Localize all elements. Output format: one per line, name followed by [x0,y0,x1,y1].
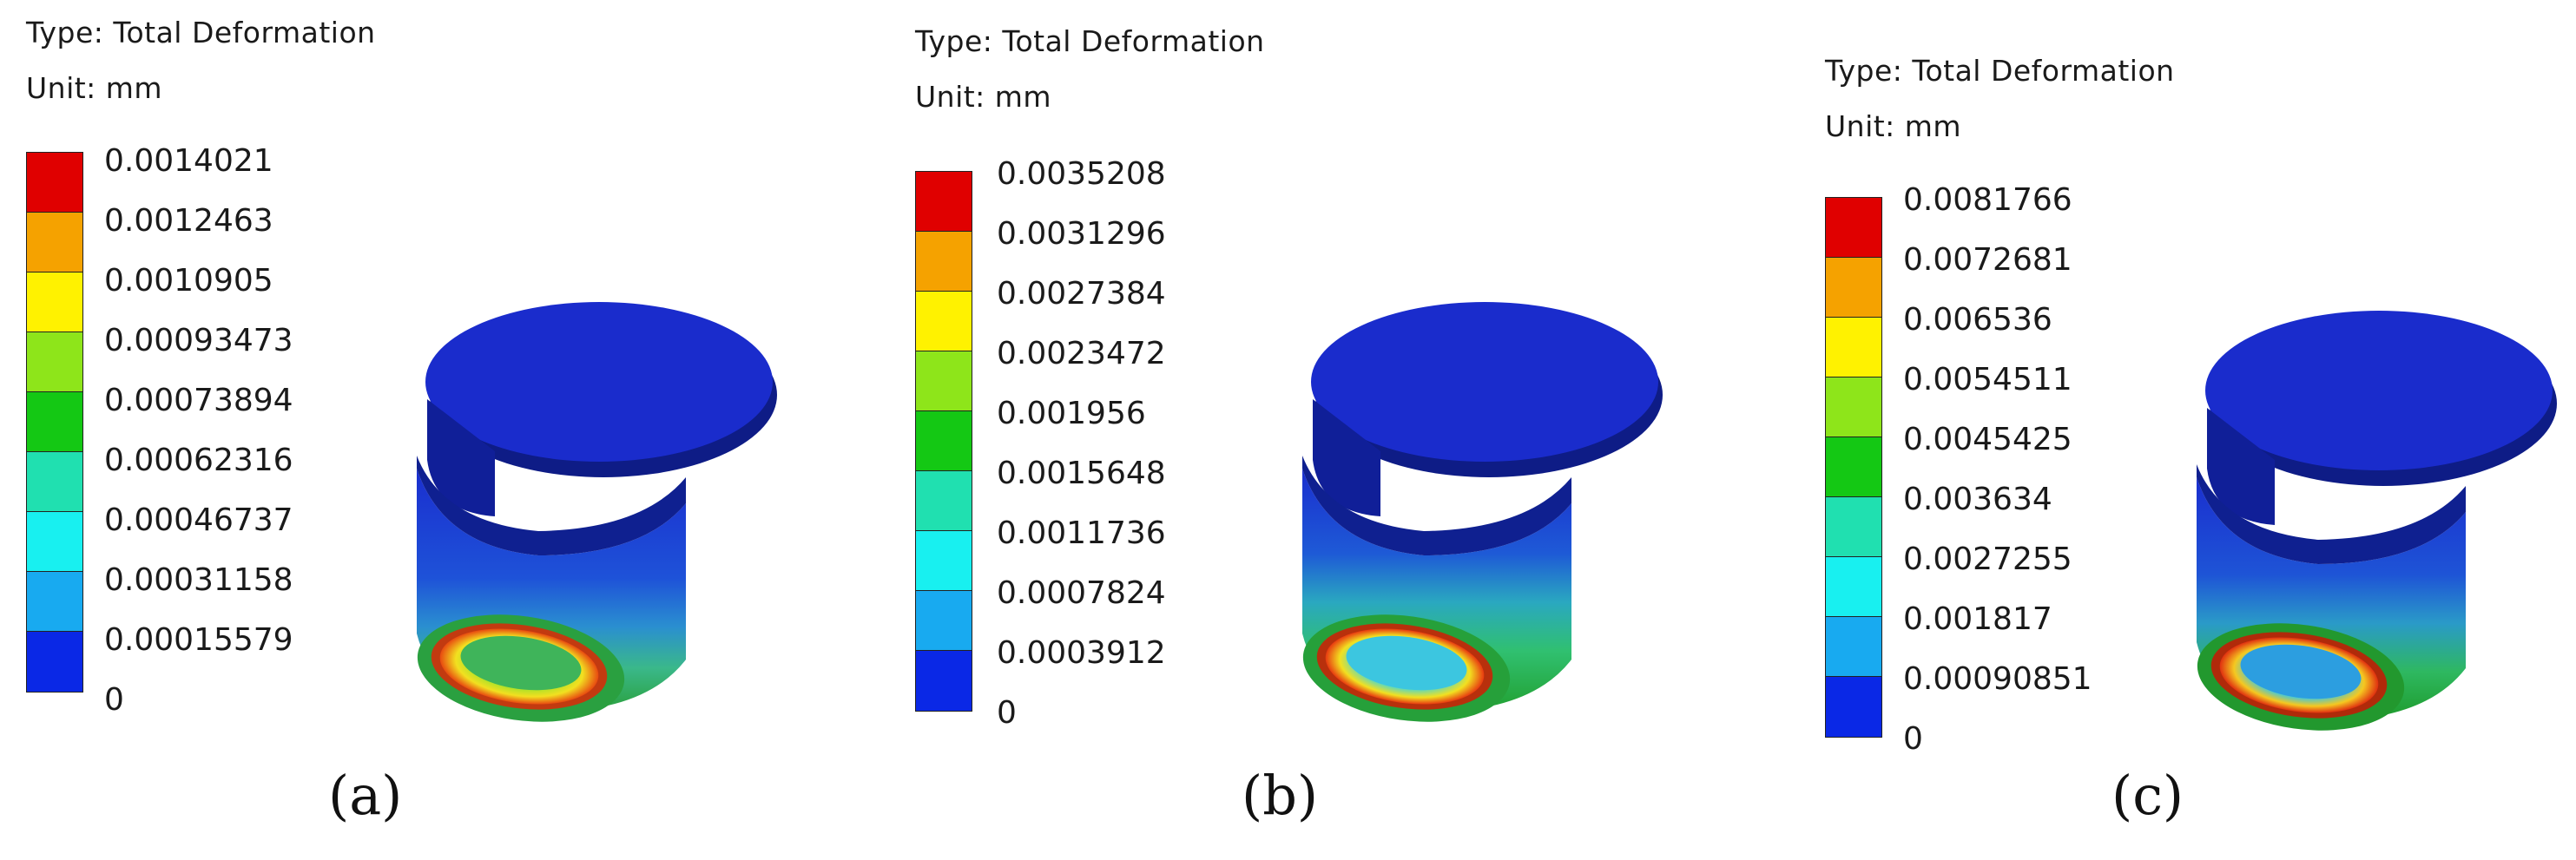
legend-tick: 0.00090851 [1903,661,2092,697]
panel-caption: (c) [2112,764,2184,827]
legend-unit-label: Unit: mm [915,80,1052,114]
legend-swatch [27,512,82,572]
legend-swatch [916,651,972,711]
legend-swatch [1826,557,1881,617]
legend-unit-label: Unit: mm [1825,109,1962,143]
legend-tick: 0.0012463 [104,203,273,239]
legend-swatch [27,153,82,213]
legend-tick: 0.0010905 [104,263,273,299]
legend-swatch [1826,617,1881,677]
legend-tick: 0.00031158 [104,562,293,598]
legend-tick: 0.0007824 [997,575,1166,611]
legend-swatch [1826,258,1881,318]
legend-type-label: Type: Total Deformation [915,24,1265,58]
legend-swatch [916,351,972,411]
legend-swatch [27,632,82,692]
legend-swatch [916,411,972,471]
legend-swatch [27,452,82,512]
legend-swatch [916,172,972,232]
legend-tick: 0.00062316 [104,443,293,478]
legend-swatch [27,392,82,452]
legend-swatch [916,531,972,591]
bushing-deformation-model [417,302,777,722]
legend-swatch [27,332,82,392]
color-legend-bar [915,171,972,712]
legend-tick: 0.006536 [1903,302,2052,338]
legend-swatch [916,471,972,531]
legend-tick: 0 [997,695,1017,731]
color-legend-bar [1825,197,1882,738]
legend-swatch [916,591,972,651]
legend-tick: 0.0015648 [997,456,1166,491]
legend-swatch [1826,497,1881,557]
legend-tick: 0.0011736 [997,515,1166,551]
panel-a: Type: Total Deformation Unit: mm 0.00140… [0,0,851,860]
legend-swatch [1826,377,1881,437]
legend-tick: 0.0072681 [1903,242,2072,278]
legend-tick: 0.003634 [1903,482,2052,517]
legend-swatch [27,213,82,272]
legend-tick: 0 [1903,721,1923,757]
legend-tick: 0.0031296 [997,216,1166,252]
legend-tick: 0.0081766 [1903,182,2072,218]
legend-tick: 0.001956 [997,396,1146,431]
legend-swatch [27,572,82,632]
legend-swatch [916,232,972,292]
legend-swatch [1826,437,1881,497]
legend-tick: 0.0045425 [1903,422,2072,457]
panel-c: Type: Total Deformation Unit: mm 0.00817… [1780,0,2576,860]
legend-type-label: Type: Total Deformation [1825,54,2175,88]
legend-tick: 0 [104,682,124,718]
bushing-deformation-model [1302,302,1663,722]
legend-tick: 0.00073894 [104,383,293,418]
legend-tick: 0.0027255 [1903,542,2072,577]
color-legend-bar [26,152,83,693]
panel-caption: (b) [1242,764,1319,827]
legend-tick: 0.0003912 [997,635,1166,671]
legend-tick: 0.0054511 [1903,362,2072,397]
panel-caption: (a) [328,764,403,827]
legend-swatch [916,292,972,351]
legend-swatch [27,272,82,332]
legend-tick: 0.0035208 [997,156,1166,192]
legend-tick: 0.0023472 [997,336,1166,371]
legend-swatch [1826,318,1881,377]
legend-type-label: Type: Total Deformation [26,16,376,49]
legend-unit-label: Unit: mm [26,71,163,105]
legend-swatch [1826,677,1881,737]
panel-b: Type: Total Deformation Unit: mm 0.00352… [886,0,1754,860]
legend-tick: 0.0014021 [104,143,273,179]
legend-tick: 0.00093473 [104,323,293,358]
bushing-deformation-model [2197,311,2557,731]
legend-tick: 0.00046737 [104,502,293,538]
legend-tick: 0.0027384 [997,276,1166,312]
legend-swatch [1826,198,1881,258]
legend-tick: 0.00015579 [104,622,293,658]
legend-tick: 0.001817 [1903,601,2052,637]
